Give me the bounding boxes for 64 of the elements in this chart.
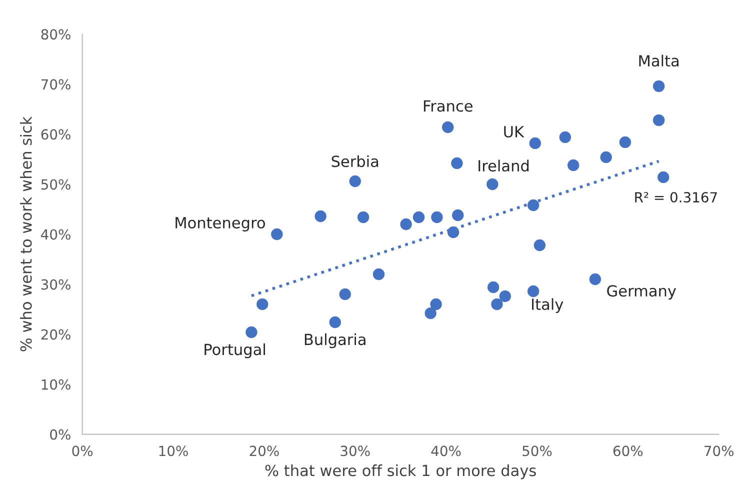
point <box>652 80 665 92</box>
point <box>447 226 460 238</box>
y-tick-label: 50% <box>41 179 70 190</box>
point <box>452 209 464 222</box>
point <box>357 211 370 224</box>
y-tick-label: 60% <box>41 129 70 140</box>
annotation: R² = 0.3167 <box>635 192 717 203</box>
annotation: Italy <box>532 298 564 313</box>
point <box>424 307 436 320</box>
annotation: Ireland <box>478 160 529 172</box>
y-tick-label: 10% <box>42 379 70 390</box>
annotation: Malta <box>639 54 678 67</box>
y-tick-label: 20% <box>41 329 70 340</box>
x-tick-label: 40% <box>431 446 461 456</box>
point <box>246 326 258 338</box>
point <box>430 298 442 310</box>
point <box>499 290 511 302</box>
point <box>329 316 341 328</box>
annotation: France <box>424 100 472 112</box>
x-tick-label: 70% <box>704 446 734 456</box>
point <box>619 136 632 148</box>
point <box>559 131 572 144</box>
point <box>652 114 665 126</box>
x-tick-label: 50% <box>522 446 552 456</box>
annotation: Portugal <box>204 343 265 358</box>
y-tick-label: 0% <box>50 429 70 440</box>
point <box>372 268 385 280</box>
annotation: Montenegro <box>176 217 265 232</box>
point <box>658 171 670 184</box>
x-tick-label: 30% <box>340 446 370 456</box>
point <box>451 157 463 170</box>
x-tick-label: 20% <box>250 446 279 456</box>
point <box>442 121 454 134</box>
point <box>486 178 498 190</box>
point <box>431 211 443 224</box>
point <box>400 218 412 230</box>
x-tick-label: 0% <box>72 446 93 456</box>
point <box>527 199 540 212</box>
x-tick-label: 10% <box>159 446 188 456</box>
y-tick-label: 70% <box>41 79 70 90</box>
y-axis-title: % who went to work when sick <box>20 116 32 352</box>
y-tick-label: 30% <box>41 279 70 290</box>
point <box>256 298 268 310</box>
annotation: Germany <box>607 285 676 300</box>
point <box>412 211 425 224</box>
x-tick-label: 60% <box>613 446 643 456</box>
point <box>487 281 500 294</box>
annotation: Serbia <box>332 155 378 168</box>
y-tick-label: 80% <box>41 29 70 40</box>
point <box>271 228 283 240</box>
point <box>567 159 580 172</box>
annotation: UK <box>504 126 524 138</box>
point <box>527 285 540 298</box>
y-tick-label: 40% <box>41 229 70 240</box>
point <box>491 298 503 310</box>
point <box>534 239 546 252</box>
point <box>600 151 612 164</box>
point <box>314 210 326 222</box>
annotation: Bulgaria <box>304 333 366 348</box>
point <box>589 273 602 286</box>
point <box>339 288 351 300</box>
point <box>529 137 541 150</box>
x-axis-title: % that were off sick 1 or more days <box>265 464 536 480</box>
point <box>349 175 361 188</box>
